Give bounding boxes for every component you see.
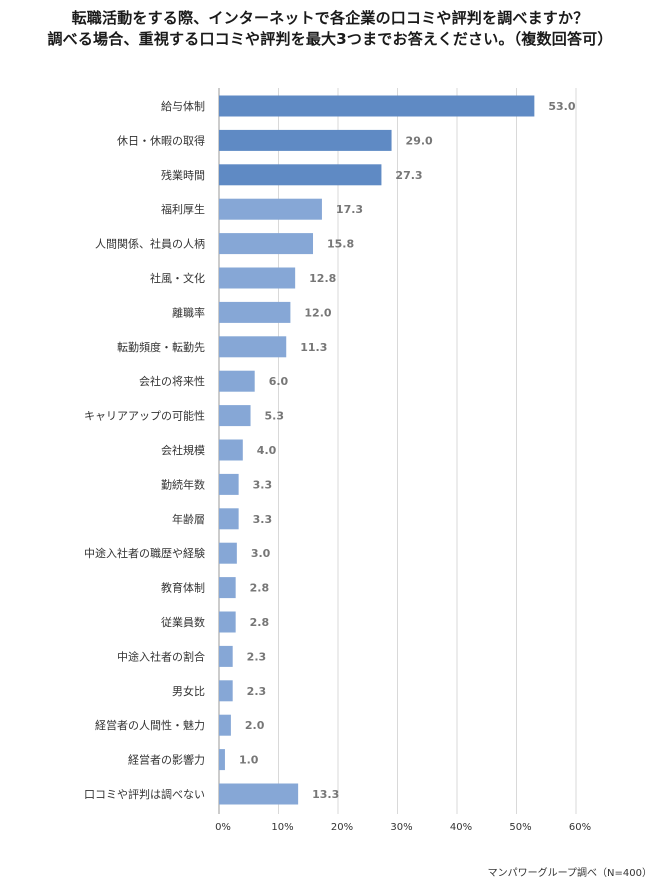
- category-label: 男女比: [172, 684, 205, 698]
- category-label: 口コミや評判は調べない: [84, 787, 205, 801]
- category-label: 転勤頻度・転勤先: [117, 340, 205, 354]
- category-label: 中途入社者の割合: [117, 649, 205, 663]
- bar: [219, 198, 322, 220]
- value-label: 2.3: [247, 685, 267, 698]
- value-label: 12.8: [309, 272, 336, 285]
- category-label: 従業員数: [161, 616, 205, 629]
- chart-title: 転職活動をする際、インターネットで各企業の口コミや評判を調べますか？: [71, 9, 589, 27]
- value-label: 2.8: [250, 582, 270, 595]
- value-label: 15.8: [327, 238, 354, 251]
- value-label: 13.3: [312, 788, 339, 801]
- bar: [219, 611, 236, 633]
- value-label: 27.3: [395, 169, 422, 182]
- category-label: 人間関係、社員の人柄: [95, 237, 205, 251]
- bar: [219, 542, 237, 564]
- x-tick-label: 40%: [450, 822, 472, 833]
- bar: [219, 336, 287, 358]
- value-label: 3.0: [251, 547, 271, 560]
- bar: [219, 95, 535, 117]
- category-label: 社風・文化: [150, 271, 205, 285]
- x-tick-label: 0%: [215, 822, 231, 833]
- category-label: 残業時間: [161, 168, 205, 182]
- category-label: 離職率: [172, 305, 205, 319]
- category-label: 会社規模: [161, 443, 205, 457]
- value-label: 3.3: [253, 478, 273, 491]
- value-label: 6.0: [269, 375, 289, 388]
- x-tick-label: 50%: [509, 822, 531, 833]
- value-label: 11.3: [300, 341, 327, 354]
- bar: [219, 714, 231, 736]
- bar: [219, 783, 299, 805]
- bar: [219, 405, 251, 427]
- value-label: 5.3: [265, 410, 285, 423]
- bar: [219, 233, 314, 255]
- bar: [219, 645, 233, 667]
- x-tick-label: 10%: [271, 822, 293, 833]
- bar: [219, 370, 255, 392]
- x-tick-label: 20%: [331, 822, 353, 833]
- bar: [219, 577, 236, 599]
- bar: [219, 508, 239, 530]
- source-note: マンパワーグループ調べ（N=400）: [487, 868, 652, 879]
- chart-subtitle: 調べる場合、重視する口コミや評判を最大3つまでお答えください。（複数回答可）: [47, 30, 613, 48]
- bar: [219, 129, 392, 151]
- bar: [219, 749, 225, 771]
- category-label: 経営者の人間性・魅力: [95, 718, 205, 732]
- bar: [219, 267, 296, 289]
- value-label: 1.0: [239, 754, 259, 767]
- label-layer: 給与体制 53.0 休日・休暇の取得 29.0 残業時間 27.3 福利厚生 17.3 人間関係…: [84, 99, 576, 801]
- value-label: 2.0: [245, 719, 265, 732]
- value-label: 3.3: [253, 513, 273, 526]
- chart-title-block: 転職活動をする際、インターネットで各企業の口コミや評判を調べますか？ 調べる場合…: [0, 8, 660, 50]
- category-label: 休日・休暇の取得: [117, 134, 205, 147]
- value-label: 29.0: [406, 134, 433, 147]
- bar: [219, 473, 239, 495]
- bar-layer: [219, 95, 535, 805]
- category-label: 給与体制: [161, 99, 205, 113]
- value-label: 12.0: [304, 306, 331, 319]
- x-axis-ticks: 0% 10% 20% 30% 40% 50% 60%: [215, 822, 591, 833]
- category-label: 福利厚生: [161, 202, 205, 216]
- bar: [219, 301, 291, 323]
- category-label: 中途入社者の職歴や経験: [84, 546, 205, 560]
- value-label: 53.0: [548, 100, 575, 113]
- category-label: 年齢層: [172, 512, 205, 526]
- x-tick-label: 60%: [569, 822, 591, 833]
- category-label: 経営者の影響力: [128, 753, 205, 767]
- x-tick-label: 30%: [390, 822, 412, 833]
- value-label: 4.0: [257, 444, 277, 457]
- category-label: 教育体制: [161, 581, 205, 595]
- bar: [219, 680, 233, 702]
- value-label: 17.3: [336, 203, 363, 216]
- category-label: 会社の将来性: [139, 374, 205, 388]
- bar: [219, 439, 243, 461]
- category-label: キャリアアップの可能性: [84, 409, 205, 423]
- value-label: 2.8: [250, 616, 270, 629]
- value-label: 2.3: [247, 650, 267, 663]
- category-label: 勤続年数: [161, 477, 205, 491]
- bar: [219, 164, 382, 186]
